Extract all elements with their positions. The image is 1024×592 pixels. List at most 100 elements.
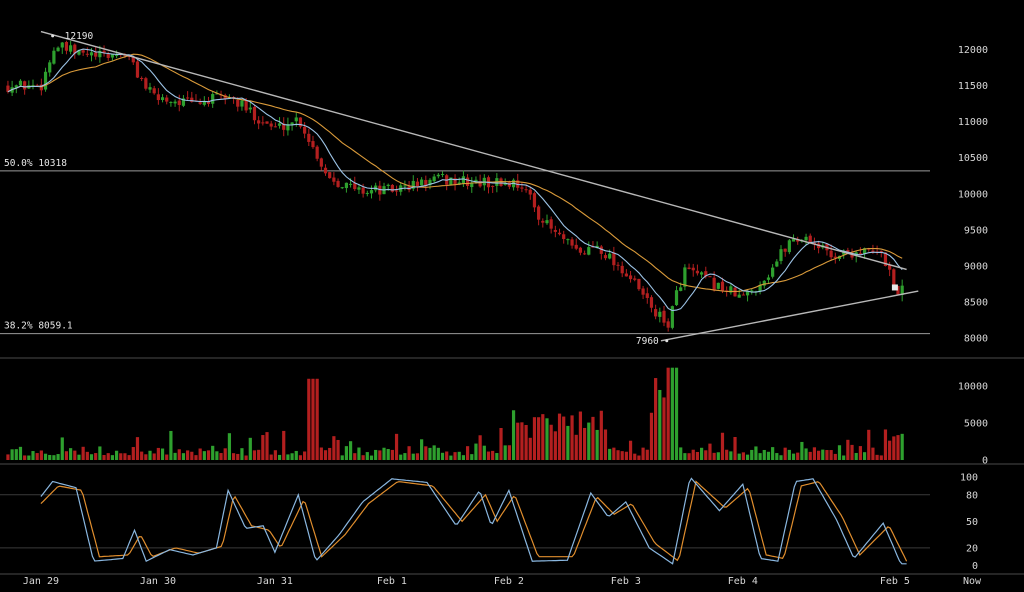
volume-bar xyxy=(415,453,420,460)
volume-bars xyxy=(6,367,904,460)
volume-bar xyxy=(365,452,369,460)
volume-bar xyxy=(666,367,670,460)
axis-labels: 1200011500110001050010000950090008500800… xyxy=(23,45,988,587)
volume-bar xyxy=(787,449,791,460)
candle-body xyxy=(273,126,277,128)
volume-bar xyxy=(165,454,169,460)
candle-body xyxy=(73,44,77,54)
candle-body xyxy=(465,177,470,187)
stoch-tick-label: 80 xyxy=(966,490,978,501)
volume-bar xyxy=(240,448,244,460)
price-tick-label: 10000 xyxy=(958,189,988,200)
x-tick-label: Jan 29 xyxy=(23,576,59,587)
candle-body xyxy=(140,78,144,80)
fib-level-label: 50.0% 10318 xyxy=(4,158,67,169)
candle-body xyxy=(215,93,219,95)
volume-bar xyxy=(470,454,474,460)
price-levels: 50.0% 10318 38.2% 8059.1 xyxy=(0,158,930,335)
volume-bar xyxy=(545,418,549,460)
candle-body xyxy=(616,264,620,266)
candle-body xyxy=(344,182,349,189)
candle-body xyxy=(315,146,319,159)
candle-body xyxy=(637,278,641,290)
volume-tick-label: 0 xyxy=(982,456,988,467)
volume-bar xyxy=(31,451,35,460)
volume-bar xyxy=(206,450,211,460)
candle-body xyxy=(520,187,524,189)
candle-body xyxy=(420,179,424,186)
volume-bar xyxy=(516,422,520,460)
candle-body xyxy=(390,184,394,192)
candle-body xyxy=(89,52,94,56)
volume-bar xyxy=(829,450,833,460)
volume-bar xyxy=(135,437,140,460)
volume-bar xyxy=(357,447,361,460)
candle-body xyxy=(160,97,165,100)
volume-bar xyxy=(562,416,566,460)
price-tick-label: 11500 xyxy=(958,81,988,92)
candle-body xyxy=(679,287,683,291)
candle-body xyxy=(319,158,323,167)
volume-bar xyxy=(244,455,248,460)
volume-bar xyxy=(48,454,52,460)
volume-bar xyxy=(683,453,687,460)
volume-bar xyxy=(712,452,716,460)
volume-bar xyxy=(750,449,754,460)
candle-body xyxy=(587,247,591,255)
volume-bar xyxy=(131,447,135,460)
candle-body xyxy=(106,53,110,58)
candle-body xyxy=(411,180,415,189)
volume-bar xyxy=(495,453,499,460)
volume-bar xyxy=(298,455,303,460)
candle-body xyxy=(750,290,754,292)
volume-bar xyxy=(846,439,850,460)
x-tick-label: Feb 5 xyxy=(880,576,910,587)
volume-bar xyxy=(148,450,152,460)
volume-bar xyxy=(612,447,616,460)
candle-body xyxy=(453,178,457,185)
candle-body xyxy=(708,276,712,278)
candle-body xyxy=(181,98,186,106)
volume-bar xyxy=(875,454,879,460)
candle-body xyxy=(562,234,566,240)
candle-body xyxy=(532,193,537,208)
candle-body xyxy=(156,94,160,101)
annotation-marker xyxy=(665,339,669,343)
candle-body xyxy=(18,80,23,86)
volume-bar xyxy=(27,455,31,460)
candle-body xyxy=(298,117,303,127)
volume-bar xyxy=(257,449,261,460)
candle-body xyxy=(683,267,687,287)
volume-bar xyxy=(269,454,273,460)
volume-bar xyxy=(699,447,704,460)
stoch-tick-label: 100 xyxy=(960,473,978,484)
candle-body xyxy=(633,278,637,280)
candle-body xyxy=(654,309,658,317)
candle-body xyxy=(541,220,545,223)
trendline xyxy=(40,30,907,271)
x-tick-label: Feb 1 xyxy=(377,576,407,587)
candle-body xyxy=(758,284,762,292)
volume-bar xyxy=(674,367,679,460)
candle-body xyxy=(695,270,700,274)
volume-bar xyxy=(144,454,148,460)
volume-bar xyxy=(858,446,862,460)
price-tick-label: 10500 xyxy=(958,153,988,164)
volume-bar xyxy=(94,453,98,460)
volume-bar xyxy=(528,437,532,460)
candle-body xyxy=(23,81,27,90)
stoch-tick-label: 20 xyxy=(966,543,978,554)
candle-body xyxy=(236,99,240,107)
candle-body xyxy=(896,285,900,295)
price-annotation: 7960 xyxy=(636,336,659,347)
candle-body xyxy=(787,240,791,253)
candle-body xyxy=(173,101,177,104)
volume-bar xyxy=(524,424,528,460)
volume-bar xyxy=(445,451,449,460)
volume-bar xyxy=(637,455,641,460)
volume-bar xyxy=(215,451,219,460)
candle-body xyxy=(829,250,833,258)
volume-bar xyxy=(570,415,574,460)
candle-body xyxy=(528,189,532,195)
volume-bar xyxy=(837,445,842,460)
